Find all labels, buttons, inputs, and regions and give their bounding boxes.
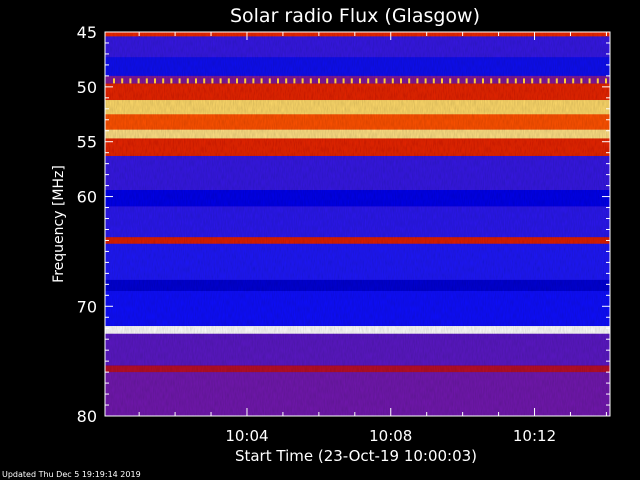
dotted-marker xyxy=(408,78,411,84)
dotted-marker xyxy=(383,78,386,84)
y-tick-label: 55 xyxy=(77,133,97,152)
heatmap-band xyxy=(105,129,610,139)
x-tick-label: 10:12 xyxy=(513,427,556,445)
dotted-marker xyxy=(162,78,165,84)
y-tick-label: 50 xyxy=(77,78,97,97)
dotted-marker xyxy=(203,78,206,84)
heatmap-band xyxy=(105,237,610,245)
dotted-marker xyxy=(432,78,435,84)
dotted-marker xyxy=(424,78,427,84)
dotted-marker xyxy=(268,78,271,84)
dotted-marker xyxy=(195,78,197,84)
dotted-marker xyxy=(498,78,501,84)
dotted-marker xyxy=(219,78,222,84)
dotted-marker xyxy=(342,78,345,84)
dotted-marker xyxy=(547,78,550,84)
dotted-marker xyxy=(391,78,394,84)
dotted-marker xyxy=(236,78,238,84)
dotted-marker xyxy=(375,78,378,84)
dotted-marker xyxy=(301,78,304,84)
dotted-marker xyxy=(326,78,329,84)
dotted-marker xyxy=(186,78,189,84)
dotted-marker xyxy=(441,78,443,84)
y-axis-label: Frequency [MHz] xyxy=(51,165,67,283)
dotted-marker xyxy=(514,78,517,84)
dotted-marker xyxy=(531,78,534,84)
dotted-marker xyxy=(572,78,575,84)
dotted-marker xyxy=(252,78,255,84)
dotted-marker xyxy=(457,78,460,84)
dotted-marker xyxy=(400,78,402,84)
dotted-marker xyxy=(318,78,320,84)
x-axis-label: Start Time (23-Oct-19 10:00:03) xyxy=(235,447,477,465)
y-axis: 45 50 55 60 70 80 xyxy=(77,23,610,426)
dotted-marker xyxy=(473,78,476,84)
dotted-marker xyxy=(506,78,509,84)
heatmap-area xyxy=(105,32,610,416)
dotted-marker xyxy=(482,78,484,84)
heatmap-band xyxy=(105,57,610,77)
dotted-marker xyxy=(523,78,525,84)
dotted-marker xyxy=(121,78,124,84)
heatmap-band xyxy=(105,138,610,157)
plot-frame xyxy=(104,31,611,417)
dotted-marker xyxy=(490,78,493,84)
heatmap-band xyxy=(105,100,610,115)
dotted-marker xyxy=(244,78,247,84)
dotted-marker xyxy=(145,78,148,84)
heatmap-band xyxy=(105,206,610,238)
dotted-marker xyxy=(605,78,607,84)
dotted-marker xyxy=(580,78,583,84)
dotted-marker xyxy=(277,78,279,84)
dotted-marker xyxy=(367,78,370,84)
y-tick-label: 60 xyxy=(77,188,97,207)
heatmap-band xyxy=(105,243,610,281)
dotted-marker xyxy=(211,78,214,84)
dotted-marker xyxy=(113,78,115,84)
dotted-marker xyxy=(227,78,230,84)
x-tick-label: 10:08 xyxy=(369,427,412,445)
heatmap-band xyxy=(105,114,610,130)
dotted-marker xyxy=(260,78,263,84)
dotted-marker xyxy=(293,78,296,84)
heatmap-band xyxy=(105,155,610,191)
dotted-marker xyxy=(154,78,156,84)
heatmap-band xyxy=(105,189,610,207)
y-tick-label: 70 xyxy=(77,297,97,316)
dotted-marker xyxy=(449,78,452,84)
x-axis: 10:04 10:08 10:12 xyxy=(138,32,607,445)
dotted-marker xyxy=(416,78,419,84)
dotted-marker xyxy=(596,78,599,84)
dotted-marker xyxy=(539,78,542,84)
heatmap-band xyxy=(105,279,610,292)
chart-title: Solar radio Flux (Glasgow) xyxy=(230,5,480,27)
heatmap-band xyxy=(105,290,610,327)
updated-timestamp: Updated Thu Dec 5 19:19:14 2019 xyxy=(2,470,141,479)
dotted-marker xyxy=(285,78,288,84)
heatmap-band xyxy=(105,365,610,373)
heatmap-band xyxy=(105,75,610,84)
heatmap-band xyxy=(105,32,610,37)
dotted-marker xyxy=(465,78,468,84)
dotted-marker xyxy=(564,78,566,84)
x-tick-label: 10:04 xyxy=(225,427,268,445)
dotted-marker xyxy=(588,78,591,84)
heatmap-band xyxy=(105,83,610,101)
dotted-marker xyxy=(178,78,181,84)
dotted-marker xyxy=(555,78,558,84)
dotted-marker xyxy=(129,78,132,84)
dotted-marker xyxy=(170,78,173,84)
heatmap-band xyxy=(105,372,610,416)
y-tick-label: 45 xyxy=(77,23,97,42)
dotted-marker xyxy=(137,78,140,84)
dotted-marker xyxy=(359,78,361,84)
heatmap-band xyxy=(105,333,610,366)
heatmap-band xyxy=(105,36,610,58)
dotted-marker xyxy=(309,78,312,84)
dotted-marker xyxy=(350,78,353,84)
heatmap-band xyxy=(105,326,610,335)
y-tick-label: 80 xyxy=(77,407,97,426)
dotted-marker xyxy=(334,78,337,84)
